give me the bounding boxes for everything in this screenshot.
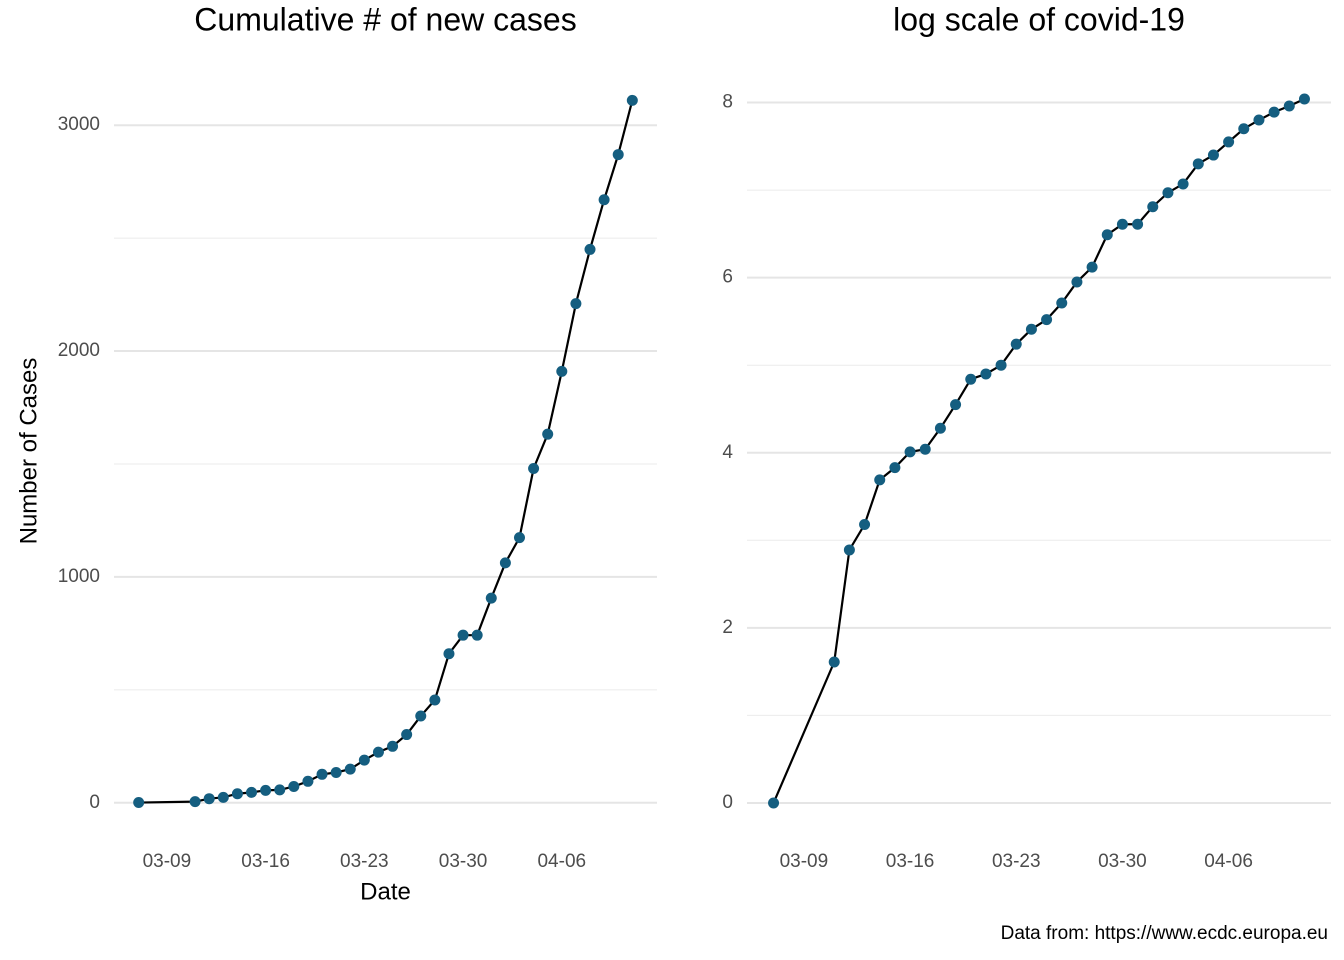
point — [457, 629, 469, 641]
chart-title: Cumulative # of new cases — [194, 1, 576, 37]
point — [344, 763, 356, 775]
point — [1056, 297, 1068, 309]
point — [443, 648, 455, 660]
x-tick-label: 03-16 — [886, 851, 935, 872]
point — [584, 243, 596, 255]
point — [429, 694, 441, 706]
point — [919, 443, 931, 455]
y-tick-label: 1000 — [58, 566, 100, 587]
point — [556, 365, 568, 377]
point — [1177, 178, 1189, 190]
x-tick-label: 03-09 — [780, 851, 829, 872]
point — [612, 149, 624, 161]
point — [874, 474, 886, 486]
point — [358, 754, 370, 766]
point — [889, 462, 901, 474]
x-tick-label: 03-23 — [992, 851, 1041, 872]
point — [542, 428, 554, 440]
point — [1268, 106, 1280, 118]
x-tick-label: 04-06 — [1204, 851, 1253, 872]
point — [1298, 93, 1310, 105]
point — [843, 544, 855, 556]
point — [1162, 187, 1174, 199]
point — [217, 791, 229, 803]
point — [246, 786, 258, 798]
point — [1010, 338, 1022, 350]
point — [828, 656, 840, 668]
point — [401, 729, 413, 741]
point — [1253, 114, 1265, 126]
point — [260, 784, 272, 796]
point — [768, 797, 780, 809]
x-tick-label: 03-16 — [241, 851, 290, 872]
point — [203, 793, 215, 805]
x-tick-label: 03-30 — [439, 851, 488, 872]
point — [513, 532, 525, 544]
point — [1283, 100, 1295, 112]
line — [138, 100, 634, 804]
point — [1101, 229, 1113, 241]
point — [995, 359, 1007, 371]
y-tick-label: 4 — [722, 442, 733, 463]
point — [274, 784, 286, 796]
point — [1116, 218, 1128, 230]
point — [1192, 158, 1204, 170]
point — [950, 399, 962, 411]
y-tick-label: 8 — [722, 92, 733, 113]
point — [231, 788, 243, 800]
point — [528, 463, 540, 475]
y-axis-label: Number of Cases — [15, 358, 42, 545]
point — [626, 94, 638, 106]
point — [415, 710, 427, 722]
point — [980, 368, 992, 380]
point — [1071, 276, 1083, 288]
point — [598, 194, 610, 206]
point — [485, 592, 497, 604]
point — [1025, 323, 1037, 335]
caption: Data from: https://www.ecdc.europa.eu — [1001, 923, 1328, 944]
point — [387, 740, 399, 752]
point — [934, 422, 946, 434]
y-tick-label: 0 — [722, 792, 733, 813]
x-tick-label: 03-30 — [1098, 851, 1147, 872]
point — [570, 298, 582, 310]
x-axis-label: Date — [360, 878, 411, 905]
point — [1207, 149, 1219, 161]
y-tick-label: 6 — [722, 267, 733, 288]
point — [859, 519, 871, 531]
point — [1147, 201, 1159, 213]
point — [316, 768, 328, 780]
y-tick-label: 3000 — [58, 114, 100, 135]
point — [1132, 218, 1144, 230]
point — [330, 767, 342, 779]
point — [1086, 261, 1098, 273]
x-tick-label: 04-06 — [537, 851, 586, 872]
point — [904, 446, 916, 458]
point — [288, 781, 300, 793]
point — [1223, 136, 1235, 148]
point — [133, 797, 145, 809]
x-tick-label: 03-09 — [143, 851, 192, 872]
line — [772, 98, 1305, 804]
point — [1238, 123, 1250, 135]
y-tick-label: 2000 — [58, 340, 100, 361]
point — [1041, 314, 1053, 326]
point — [302, 775, 314, 787]
point — [499, 557, 511, 569]
point — [372, 746, 384, 758]
y-tick-label: 2 — [722, 617, 733, 638]
chart-title: log scale of covid-19 — [893, 1, 1185, 37]
x-tick-label: 03-23 — [340, 851, 389, 872]
point — [965, 373, 977, 385]
point — [471, 629, 483, 641]
y-tick-label: 0 — [89, 792, 100, 813]
point — [189, 796, 201, 808]
